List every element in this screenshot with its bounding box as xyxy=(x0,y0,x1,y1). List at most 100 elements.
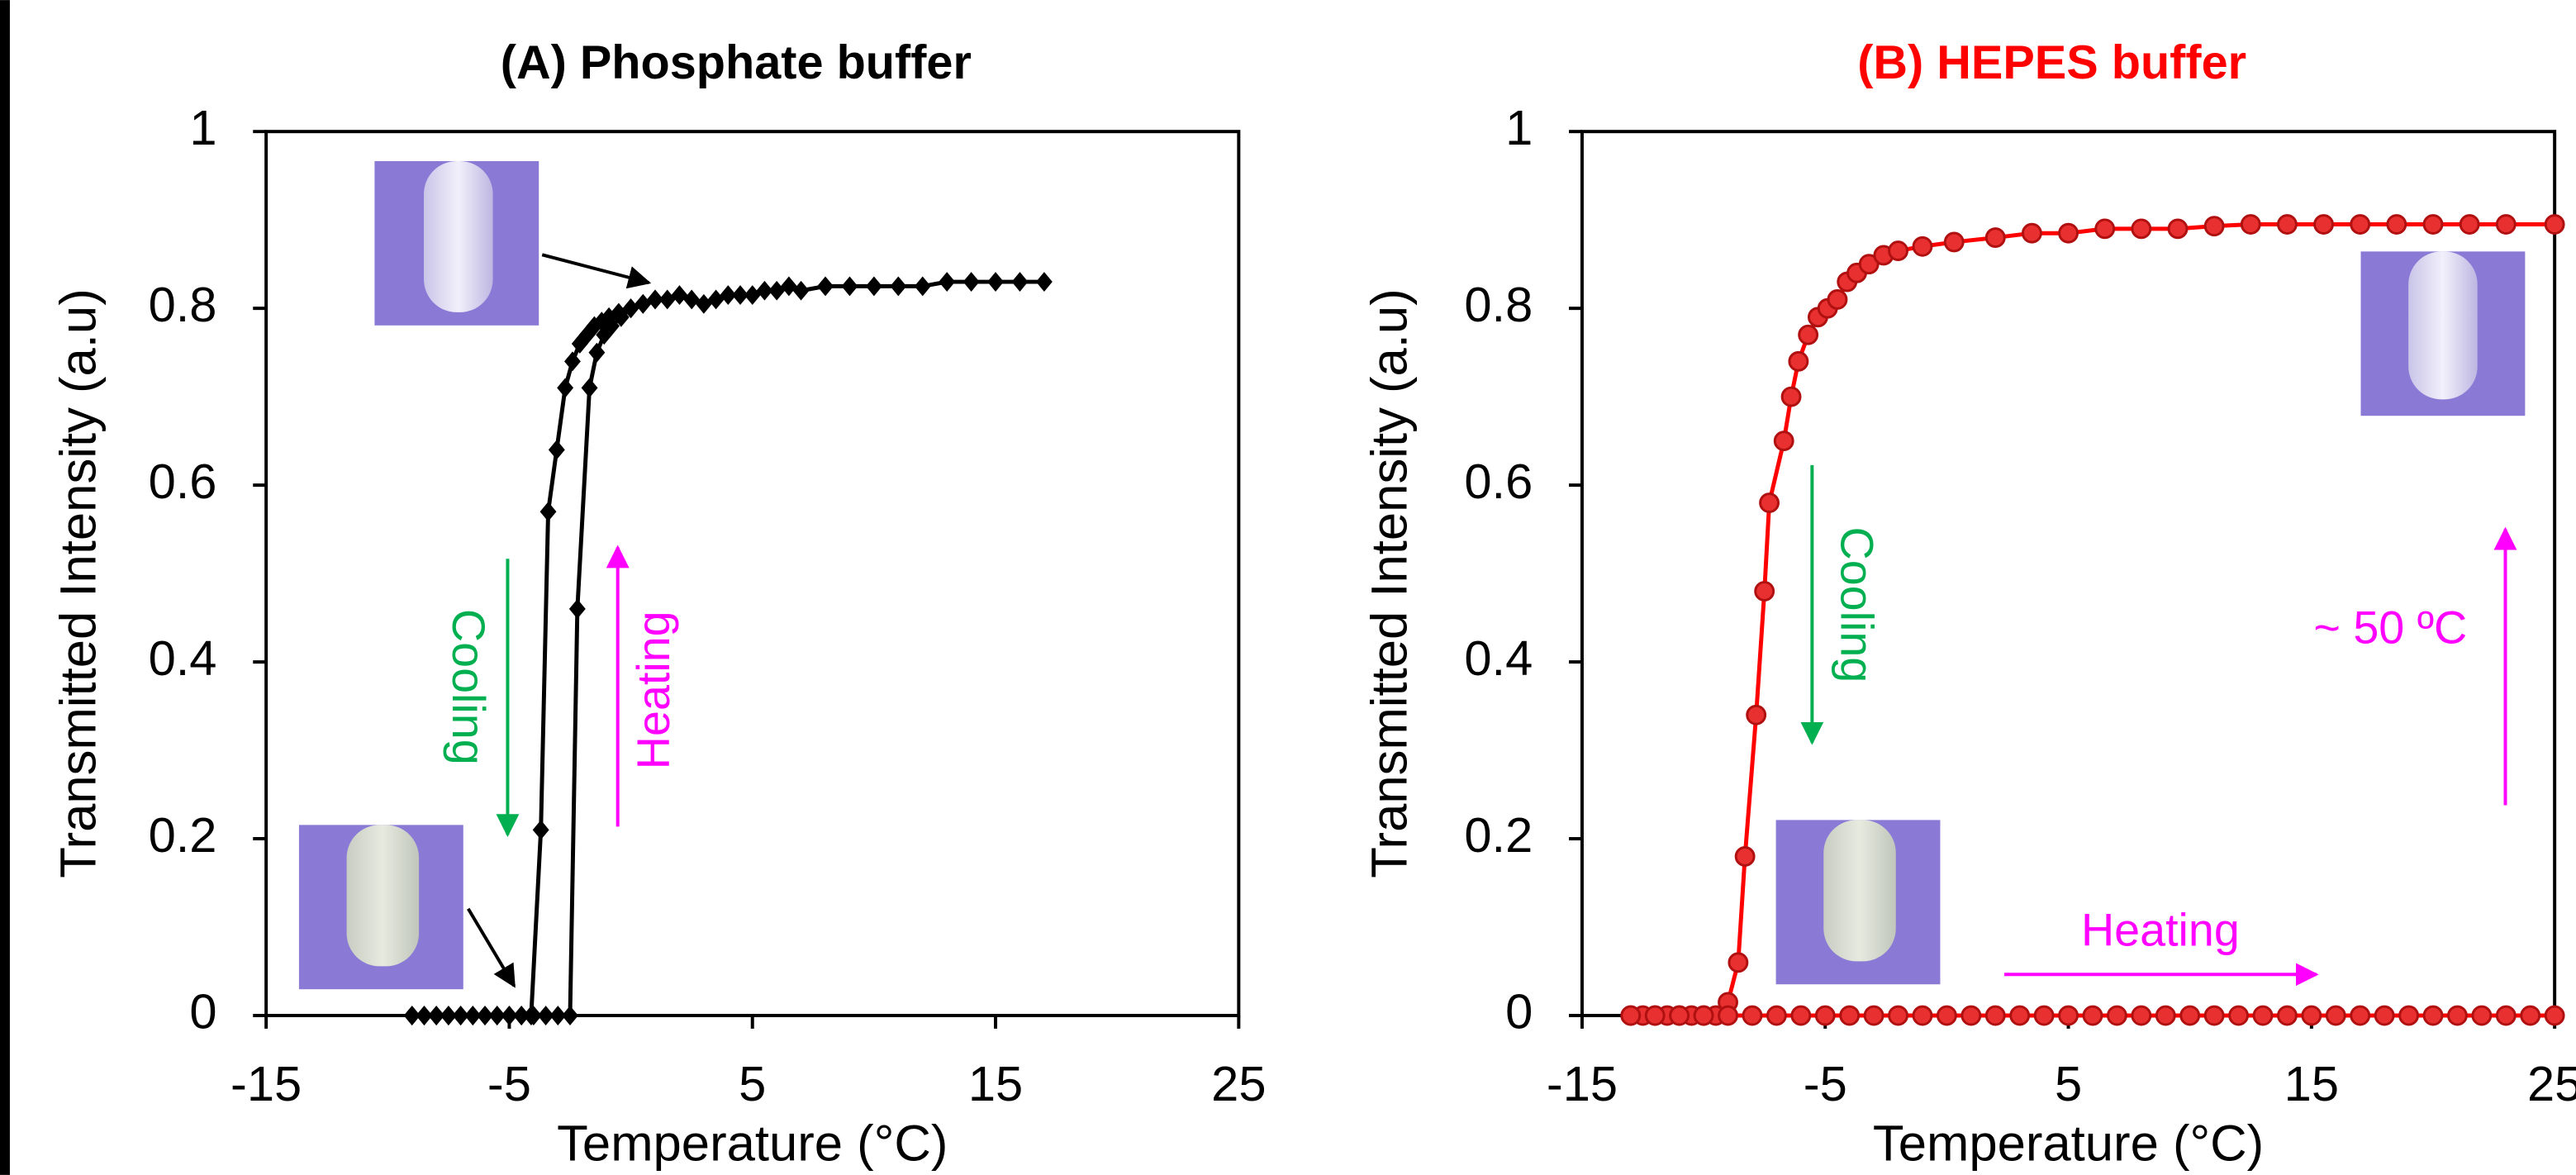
x-tick-label: -5 xyxy=(1804,1056,1847,1111)
y-axis-label: Transmitted Intensity (a.u) xyxy=(1362,288,1419,878)
y-axis-label: Transmitted Intensity (a.u) xyxy=(50,288,107,878)
data-point xyxy=(2131,1005,2152,1026)
data-point xyxy=(2398,1005,2419,1026)
data-point xyxy=(2021,222,2042,244)
data-point xyxy=(612,307,630,327)
data-point xyxy=(1728,952,1749,973)
data-point xyxy=(2033,1005,2055,1026)
data-point xyxy=(2058,222,2079,244)
data-point xyxy=(1961,1005,1982,1026)
y-tick-label: 0.4 xyxy=(1464,630,1533,686)
data-point xyxy=(2386,214,2407,235)
data-point xyxy=(1912,235,1933,257)
data-point xyxy=(2495,214,2517,235)
data-point xyxy=(581,378,598,398)
y-tick-label: 0.4 xyxy=(149,630,217,686)
data-point xyxy=(2350,214,2371,235)
data-point xyxy=(2179,1005,2201,1026)
data-point xyxy=(557,378,574,398)
data-point xyxy=(532,820,549,840)
data-point xyxy=(2495,1005,2517,1026)
data-point xyxy=(428,1006,445,1025)
annotation: Heating xyxy=(628,611,679,769)
data-point xyxy=(2422,214,2444,235)
data-point xyxy=(962,272,980,292)
data-point xyxy=(2082,1005,2103,1026)
y-tick-label: 0.2 xyxy=(149,807,217,863)
data-point xyxy=(1790,1005,1812,1026)
left-border xyxy=(0,0,10,1175)
data-point xyxy=(2422,1005,2444,1026)
x-tick-label: 15 xyxy=(968,1056,1023,1111)
x-tick-label: 25 xyxy=(2527,1056,2576,1111)
data-point xyxy=(2325,1005,2346,1026)
y-tick-label: 0 xyxy=(189,984,216,1039)
data-point xyxy=(1798,324,1819,345)
data-point xyxy=(568,598,586,619)
y-tick-label: 0 xyxy=(1505,984,1533,1039)
x-axis-label: Temperature (°C) xyxy=(557,1115,948,1172)
data-point xyxy=(1912,1005,1933,1026)
data-point xyxy=(1759,492,1780,513)
data-point xyxy=(2350,1005,2371,1026)
data-point xyxy=(1011,272,1029,292)
data-point xyxy=(2252,1005,2274,1026)
annotation: ~ 50 ºC xyxy=(2313,602,2467,653)
data-point xyxy=(1746,704,1767,725)
annotation: Cooling xyxy=(443,609,494,765)
data-point xyxy=(2447,1005,2468,1026)
data-point xyxy=(1766,1005,1787,1026)
x-tick-label: 5 xyxy=(2055,1056,2082,1111)
photo-clear-b xyxy=(2360,251,2526,416)
data-point xyxy=(780,276,797,297)
data-point xyxy=(2203,216,2225,237)
data-point xyxy=(1984,227,2006,248)
data-point xyxy=(792,280,810,301)
data-point xyxy=(914,276,931,297)
data-point xyxy=(513,1006,530,1025)
data-point xyxy=(2167,218,2189,240)
data-point xyxy=(2374,1005,2395,1026)
data-point xyxy=(2471,1005,2493,1026)
data-point xyxy=(452,1006,469,1025)
data-point xyxy=(1936,1005,1957,1026)
data-point xyxy=(2203,1005,2225,1026)
y-tick-label: 0.6 xyxy=(1464,454,1533,509)
photo-turbid-b xyxy=(1775,820,1941,985)
data-point xyxy=(865,276,882,297)
data-point xyxy=(539,502,557,522)
data-point xyxy=(2544,1005,2565,1026)
data-point xyxy=(1984,1005,2006,1026)
photo-turbid-a xyxy=(298,825,463,990)
data-point xyxy=(2459,214,2480,235)
data-point xyxy=(671,285,688,306)
data-point xyxy=(658,289,676,310)
data-point xyxy=(939,272,956,292)
y-tick-label: 0.2 xyxy=(1464,807,1533,863)
data-point xyxy=(2240,214,2261,235)
data-point xyxy=(707,289,725,310)
data-point xyxy=(634,293,652,314)
data-point xyxy=(1773,431,1794,452)
data-point xyxy=(1669,1005,1690,1026)
data-point xyxy=(2313,214,2334,235)
data-point xyxy=(1788,350,1809,372)
data-point xyxy=(477,1006,493,1025)
data-point xyxy=(549,1006,567,1025)
data-point xyxy=(2094,218,2116,240)
data-point xyxy=(2276,1005,2298,1026)
data-point xyxy=(1742,1005,1763,1026)
data-point xyxy=(2106,1005,2127,1026)
x-tick-label: -5 xyxy=(487,1056,531,1111)
pointer-arrow xyxy=(541,253,652,289)
data-point xyxy=(1718,1005,1738,1026)
data-point xyxy=(768,280,786,301)
data-point xyxy=(1814,1005,1836,1026)
data-point xyxy=(1839,1005,1861,1026)
data-point xyxy=(2228,1005,2249,1026)
data-point xyxy=(440,1006,457,1025)
data-point xyxy=(817,276,834,297)
data-point xyxy=(987,272,1004,292)
x-tick-label: -15 xyxy=(231,1056,302,1111)
